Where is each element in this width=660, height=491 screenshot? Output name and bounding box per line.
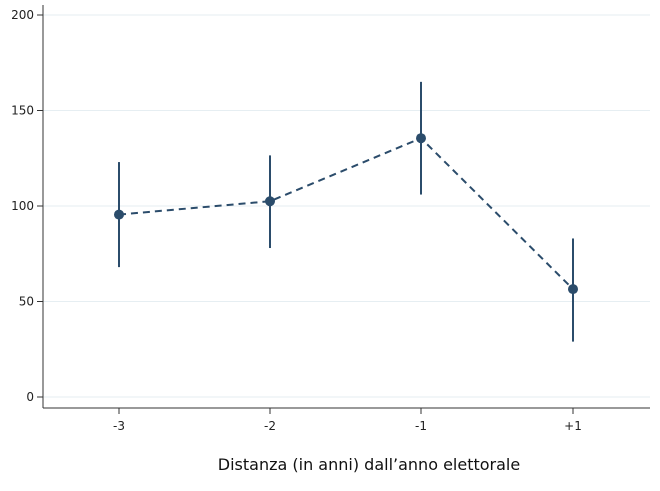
data-point bbox=[265, 196, 275, 207]
data-point bbox=[114, 209, 124, 220]
y-tick-label: 150 bbox=[11, 104, 34, 118]
x-tick-label: -1 bbox=[415, 419, 427, 433]
y-tick-label: 100 bbox=[11, 199, 34, 213]
data-point bbox=[568, 284, 578, 295]
y-tick-label: 200 bbox=[11, 8, 34, 22]
data-point bbox=[416, 133, 426, 144]
series bbox=[114, 81, 578, 342]
x-tick-label: +1 bbox=[564, 419, 582, 433]
x-tick-label: -2 bbox=[264, 419, 276, 433]
y-tick-label: 50 bbox=[19, 295, 34, 309]
x-axis-title: Distanza (in anni) dall’anno elettorale bbox=[218, 455, 520, 474]
y-tick-label: 0 bbox=[26, 390, 34, 404]
x-tick-label: -3 bbox=[113, 419, 125, 433]
ticks: 0 50 100 150 200 -3 -2 -1 +1 bbox=[11, 8, 582, 433]
series-line bbox=[118, 137, 574, 290]
grid-lines bbox=[43, 14, 650, 398]
